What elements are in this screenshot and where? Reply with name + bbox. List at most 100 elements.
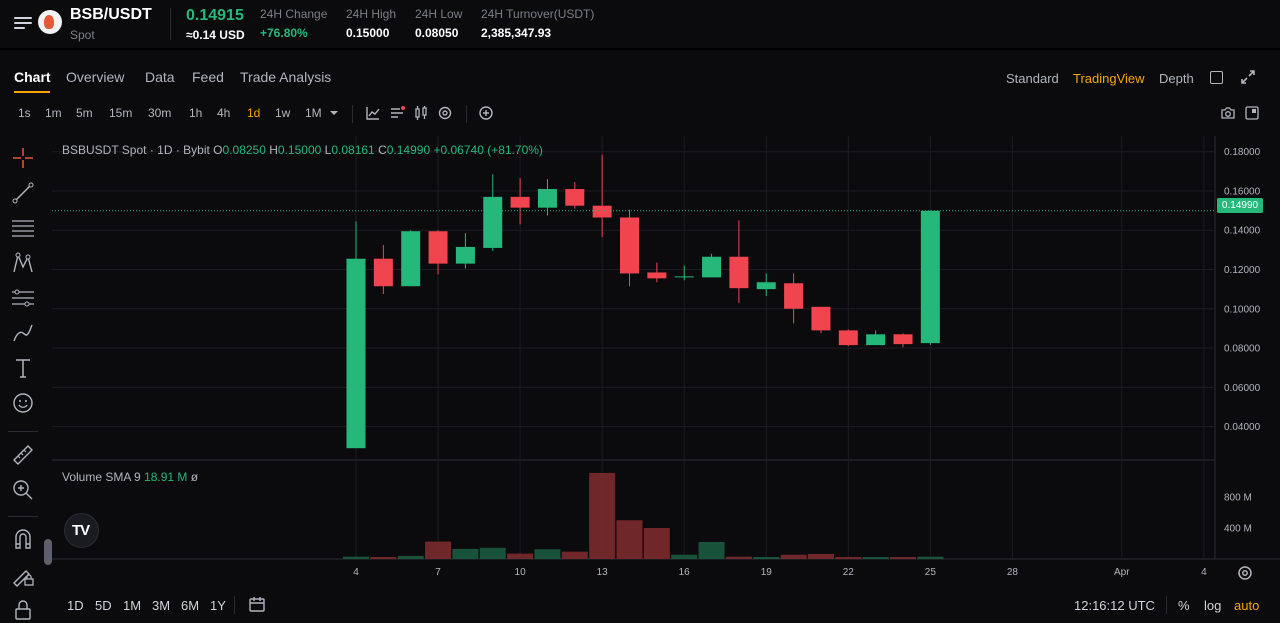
range-1m[interactable]: 1M [123, 598, 142, 613]
timeframe-15m[interactable]: 15m [109, 106, 133, 120]
range-1y[interactable]: 1Y [210, 598, 226, 613]
volume-bar [671, 554, 698, 559]
window-mode-icon[interactable] [1210, 71, 1223, 84]
utc-clock[interactable]: 12:16:12 UTC [1074, 598, 1155, 613]
candle-body[interactable] [647, 272, 667, 279]
chart-settings-icon[interactable] [437, 105, 453, 121]
candle-body[interactable] [756, 282, 776, 290]
candle-body[interactable] [401, 231, 421, 287]
candle-body[interactable] [811, 306, 831, 331]
zoom-in-icon[interactable] [11, 478, 35, 502]
line-chart-icon[interactable] [365, 105, 381, 121]
fib-retracement-icon[interactable] [11, 286, 35, 310]
candle-body[interactable] [428, 231, 448, 264]
candle-body[interactable] [838, 330, 858, 346]
range-1d[interactable]: 1D [67, 598, 84, 613]
view-depth[interactable]: Depth [1159, 71, 1194, 86]
candle-body[interactable] [729, 256, 749, 289]
legend-low: 0.08161 [331, 143, 375, 157]
trend-line-icon[interactable] [11, 181, 35, 205]
pair-name[interactable]: BSB/USDT [70, 6, 152, 23]
timeframe-1m[interactable]: 1m [45, 106, 62, 120]
camera-icon[interactable] [1220, 105, 1236, 121]
indicators-icon[interactable] [390, 105, 406, 121]
sidebar-scroll-handle[interactable] [44, 539, 52, 565]
candle-body[interactable] [866, 334, 886, 346]
tab-feed[interactable]: Feed [192, 69, 224, 85]
candle-body[interactable] [920, 210, 940, 344]
legend-low-label: L [324, 143, 332, 157]
timeframe-5m[interactable]: 5m [76, 106, 93, 120]
pattern-icon[interactable] [11, 251, 35, 275]
range-6m[interactable]: 6M [181, 598, 200, 613]
axis-settings-icon[interactable] [1236, 564, 1254, 582]
timeframe-30m[interactable]: 30m [148, 106, 172, 120]
emoji-icon[interactable] [11, 391, 35, 415]
volume-bar [561, 551, 588, 559]
volume-legend-extra: ø [190, 470, 199, 484]
stat-24h-low: 24H Low 0.08050 [415, 7, 462, 40]
time-tick-label: 22 [843, 567, 855, 578]
time-tick-label: 10 [515, 567, 527, 578]
candlestick-chart[interactable]: 0.18000 0.16000 0.14000 0.12000 0.10000 0.080… [52, 136, 1280, 588]
tab-trade-analysis[interactable]: Trade Analysis [240, 69, 332, 85]
ticker-bar: BSB/USDT Spot 0.14915 ≈0.14 USD 24H Chan… [0, 0, 1280, 50]
log-scale-toggle[interactable]: log [1204, 598, 1222, 613]
candle-body[interactable] [893, 334, 913, 345]
text-tool-icon[interactable] [11, 356, 35, 380]
price-tick-label: 0.10000 [1224, 304, 1261, 315]
candle-body[interactable] [483, 196, 503, 248]
candle-body[interactable] [346, 258, 366, 449]
price-tick-label: 0.04000 [1224, 422, 1261, 433]
range-5d[interactable]: 5D [95, 598, 112, 613]
candle-body[interactable] [674, 276, 694, 278]
candle-body[interactable] [620, 217, 639, 274]
tab-overview[interactable]: Overview [66, 69, 125, 85]
volume-bar [507, 553, 534, 559]
add-icon[interactable] [478, 105, 494, 121]
bottom-divider [1166, 596, 1167, 614]
time-tick-label: 4 [353, 567, 359, 578]
candle-body[interactable] [592, 205, 612, 218]
tradingview-logo[interactable]: TV [64, 513, 99, 548]
tab-data[interactable]: Data [145, 69, 175, 85]
candle-body[interactable] [565, 189, 585, 206]
timeframe-1M[interactable]: 1M [305, 106, 322, 120]
percent-scale-toggle[interactable]: % [1178, 598, 1190, 613]
horizontal-lines-icon[interactable] [11, 216, 35, 240]
ruler-icon[interactable] [11, 443, 35, 467]
candle-body[interactable] [702, 256, 722, 278]
crosshair-icon[interactable] [11, 146, 35, 170]
timeframe-1s[interactable]: 1s [18, 106, 31, 120]
fullscreen-icon[interactable] [1244, 105, 1260, 121]
timeframe-1d[interactable]: 1d [247, 106, 261, 120]
candle-body[interactable] [373, 258, 393, 287]
view-standard[interactable]: Standard [1006, 71, 1059, 86]
price-tick-label: 0.14000 [1224, 226, 1261, 237]
candle-body[interactable] [510, 196, 530, 208]
lock-drawing-icon[interactable] [11, 563, 35, 587]
candle-body[interactable] [784, 283, 804, 309]
volume-bar [534, 549, 561, 559]
timeframe-4h[interactable]: 4h [217, 106, 231, 120]
menu-icon[interactable] [14, 14, 32, 32]
candle-body[interactable] [455, 246, 475, 264]
price-tick-label: 0.08000 [1224, 344, 1261, 355]
timeframe-1h[interactable]: 1h [189, 106, 203, 120]
expand-icon[interactable] [1240, 69, 1256, 85]
tab-chart[interactable]: Chart [14, 69, 51, 85]
stat-value: 0.08050 [415, 26, 459, 40]
candle-body[interactable] [537, 189, 557, 208]
brush-icon[interactable] [11, 321, 35, 345]
range-3m[interactable]: 3M [152, 598, 171, 613]
timeframe-dropdown-icon[interactable] [328, 107, 340, 119]
candle-type-icon[interactable] [413, 105, 429, 121]
view-tradingview[interactable]: TradingView [1073, 71, 1145, 86]
auto-scale-toggle[interactable]: auto [1234, 598, 1260, 613]
calendar-icon[interactable] [248, 595, 266, 613]
magnet-icon[interactable] [11, 527, 35, 551]
time-tick-label: 16 [679, 567, 691, 578]
volume-bar [890, 557, 916, 559]
lock-icon[interactable] [11, 598, 35, 622]
timeframe-1w[interactable]: 1w [275, 106, 291, 120]
